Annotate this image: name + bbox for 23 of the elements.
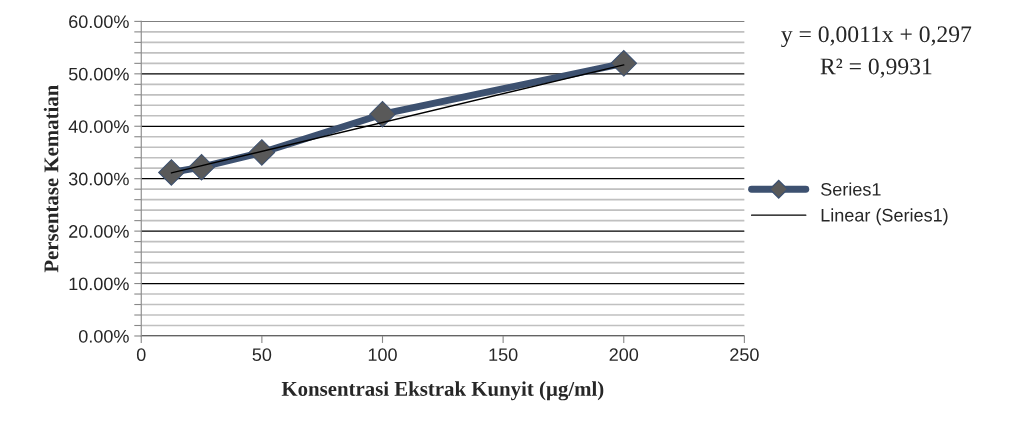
y-tick-label: 0.00% [78, 329, 129, 343]
point [188, 153, 215, 181]
x-tick-label: 200 [609, 348, 639, 362]
x-tick-label: 150 [489, 348, 518, 362]
x-axis-title: Konsentrasi Ekstrak Kunyit (µg/ml) [281, 381, 604, 401]
x-tick-label: 100 [368, 348, 397, 362]
y-tick-label: 40.00% [68, 120, 129, 133]
legend-label: Series1 [821, 182, 881, 196]
point [158, 159, 185, 186]
x-tick-label: 0 [136, 348, 146, 362]
y-tick-label: 30.00% [68, 172, 129, 186]
text: y = 0,0011x + 0,297 [781, 26, 972, 48]
y-tick-label: 10.00% [69, 277, 129, 291]
y-axis-title: Persentase Kematian [43, 84, 59, 273]
y-tick-label: 20.00% [69, 225, 129, 238]
point [610, 50, 638, 77]
point [369, 100, 396, 128]
text: R² = 0,9931 [820, 58, 932, 78]
y-tick-label: 60.00% [69, 15, 129, 29]
x-tick-label: 250 [730, 348, 759, 362]
y-tick-label: 50.00% [68, 67, 129, 81]
x-tick-label: 50 [252, 348, 272, 362]
legend-label: Linear (Series1) [821, 208, 948, 226]
